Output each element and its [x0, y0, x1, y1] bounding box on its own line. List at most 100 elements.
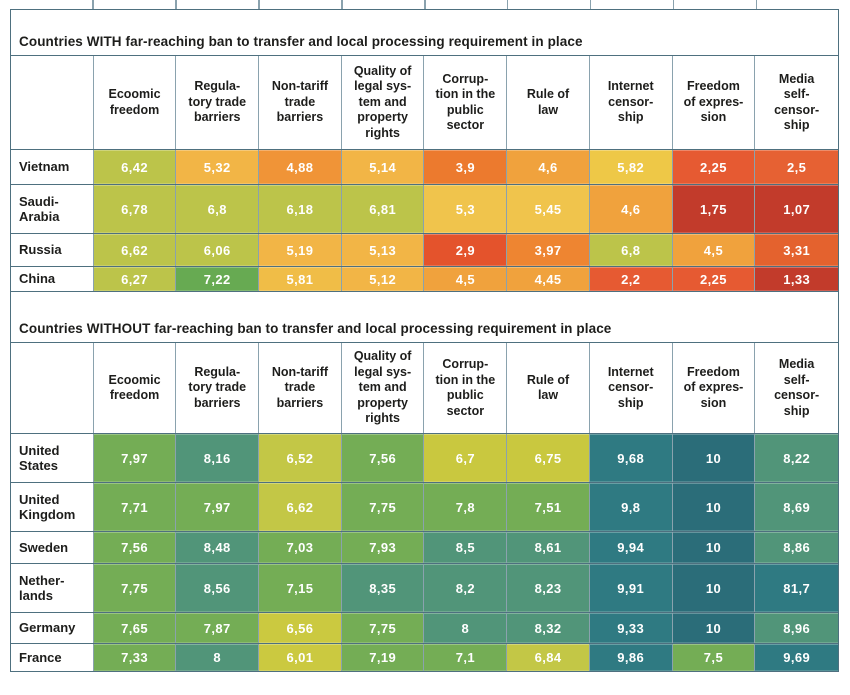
- heatmap-cell: 9,33: [589, 613, 673, 643]
- heatmap-cell: 7,56: [93, 532, 177, 563]
- heatmap-cell: 7,03: [259, 532, 342, 563]
- heatmap-cell: 10: [672, 483, 756, 531]
- table-row: Saudi- Arabia 6,78 6,8 6,18 6,81 5,3 5,45 4,6 1,…: [11, 184, 838, 233]
- heatmap-cell: 2,25: [672, 150, 756, 184]
- heatmap-cell: 5,3: [424, 185, 508, 233]
- heatmap-cell: 7,51: [507, 483, 590, 531]
- table-row: Germany 7,65 7,87 6,56 7,75 8 8,32 9,33 10 8,96: [11, 612, 838, 643]
- column-header: Regula- tory trade barriers: [176, 343, 260, 433]
- table-row: Russia 6,62 6,06 5,19 5,13 2,9 3,97 6,8 4,5 3,31: [11, 233, 838, 266]
- heatmap-cell: 6,06: [176, 234, 260, 266]
- heatmap-cell: 5,82: [589, 150, 673, 184]
- heatmap-cell: 10: [672, 532, 756, 563]
- heatmap-cell: 2,9: [424, 234, 508, 266]
- column-header: Quality of legal sys- tem and property r…: [342, 56, 425, 149]
- column-header: Corrup- tion in the public sector: [424, 56, 508, 149]
- heatmap-cell: 5,19: [259, 234, 342, 266]
- heatmap-cell: 8,5: [424, 532, 508, 563]
- heatmap-cell: 9,8: [589, 483, 673, 531]
- tick-mark: [672, 0, 675, 9]
- heatmap-cell: 10: [672, 434, 756, 482]
- heatmap-cell: 4,6: [589, 185, 673, 233]
- heatmap-cell: 6,52: [259, 434, 342, 482]
- heatmap-cell: 7,75: [93, 564, 177, 612]
- country-label: Russia: [11, 234, 94, 266]
- heatmap-cell: 8,2: [424, 564, 508, 612]
- heatmap-cell: 8,48: [176, 532, 260, 563]
- country-label: Vietnam: [11, 150, 94, 184]
- heatmap-cell: 7,33: [93, 644, 177, 671]
- country-label: United Kingdom: [11, 483, 94, 531]
- heatmap-cell: 5,14: [341, 150, 425, 184]
- heatmap-cell: 8,16: [176, 434, 260, 482]
- heatmap-cell: 6,01: [259, 644, 342, 671]
- heatmap-cell: 7,97: [176, 483, 260, 531]
- heatmap-cell: 3,31: [755, 234, 838, 266]
- tick-mark: [755, 0, 758, 9]
- heatmap-cell: 9,68: [589, 434, 673, 482]
- heatmap-cell: 9,91: [589, 564, 673, 612]
- heatmap-cell: 10: [672, 613, 756, 643]
- heatmap-cell: 8: [424, 613, 508, 643]
- column-header: Ecoomic freedom: [94, 343, 177, 433]
- column-header: Regula- tory trade barriers: [176, 56, 260, 149]
- heatmap-cell: 3,9: [424, 150, 508, 184]
- heatmap-cell: 8,69: [755, 483, 838, 531]
- heatmap-cell: 1,07: [755, 185, 838, 233]
- column-header: Media self- censor- ship: [774, 71, 820, 133]
- heatmap-cell: 5,32: [176, 150, 260, 184]
- column-header: Ecoomic freedom: [94, 56, 177, 149]
- heatmap-cell: 6,84: [507, 644, 590, 671]
- table-without-ban: Countries WITHOUT far-reaching ban to tr…: [11, 291, 838, 671]
- country-indicator-heatmap: Countries WITH far-reaching ban to trans…: [10, 9, 839, 672]
- heatmap-cell: 8,96: [755, 613, 838, 643]
- heatmap-cell: 5,81: [259, 267, 342, 291]
- heatmap-cell: 8,35: [341, 564, 425, 612]
- heatmap-cell: 5,13: [341, 234, 425, 266]
- country-label: Sweden: [11, 532, 94, 563]
- heatmap-cell: 8,61: [507, 532, 590, 563]
- corner-cell: [11, 56, 94, 149]
- heatmap-cell: 6,78: [93, 185, 177, 233]
- heatmap-cell: 6,27: [93, 267, 177, 291]
- country-label: Germany: [11, 613, 94, 643]
- column-header: Non-tariff trade barriers: [259, 56, 342, 149]
- heatmap-cell: 6,56: [259, 613, 342, 643]
- heatmap-cell: 8: [176, 644, 260, 671]
- table-title: Countries WITH far-reaching ban to trans…: [19, 34, 583, 49]
- table-row: United States 7,97 8,16 6,52 7,56 6,7 6,75 9,68…: [11, 433, 838, 482]
- heatmap-cell: 2,5: [755, 150, 838, 184]
- heatmap-cell: 2,25: [672, 267, 756, 291]
- heatmap-cell: 5,45: [507, 185, 590, 233]
- column-header-row: Ecoomic freedom Regula- tory trade barrie…: [11, 55, 838, 149]
- heatmap-cell: 9,69: [755, 644, 838, 671]
- heatmap-cell: 8,22: [755, 434, 838, 482]
- heatmap-cell: 7,97: [93, 434, 177, 482]
- tick-mark: [506, 0, 509, 9]
- heatmap-cell: 6,7: [424, 434, 508, 482]
- column-header: Freedom of expres- sion: [673, 343, 756, 433]
- heatmap-cell: 6,62: [259, 483, 342, 531]
- heatmap-cell: 7,22: [176, 267, 260, 291]
- tick-mark: [175, 0, 177, 9]
- heatmap-cell: 4,5: [424, 267, 508, 291]
- heatmap-cell: 8,86: [755, 532, 838, 563]
- heatmap-cell: 9,94: [589, 532, 673, 563]
- column-header: Rule of law: [507, 56, 590, 149]
- heatmap-cell: 4,88: [259, 150, 342, 184]
- heatmap-cell: 4,45: [507, 267, 590, 291]
- heatmap-cell: 8,56: [176, 564, 260, 612]
- heatmap-cell: 8,23: [507, 564, 590, 612]
- heatmap-cell: 7,87: [176, 613, 260, 643]
- heatmap-cell: 1,75: [672, 185, 756, 233]
- heatmap-cell: 4,5: [672, 234, 756, 266]
- table-row: United Kingdom 7,71 7,97 6,62 7,75 7,8 7,51 9,8…: [11, 482, 838, 531]
- cropped-row-ticks: [10, 0, 839, 9]
- heatmap-cell: 7,19: [341, 644, 425, 671]
- table-row: Vietnam 6,42 5,32 4,88 5,14 3,9 4,6 5,82 2,25 2,5: [11, 149, 838, 184]
- tick-mark: [589, 0, 592, 9]
- heatmap-cell: 8,32: [507, 613, 590, 643]
- heatmap-cell: 6,42: [93, 150, 177, 184]
- tick-mark: [92, 0, 94, 9]
